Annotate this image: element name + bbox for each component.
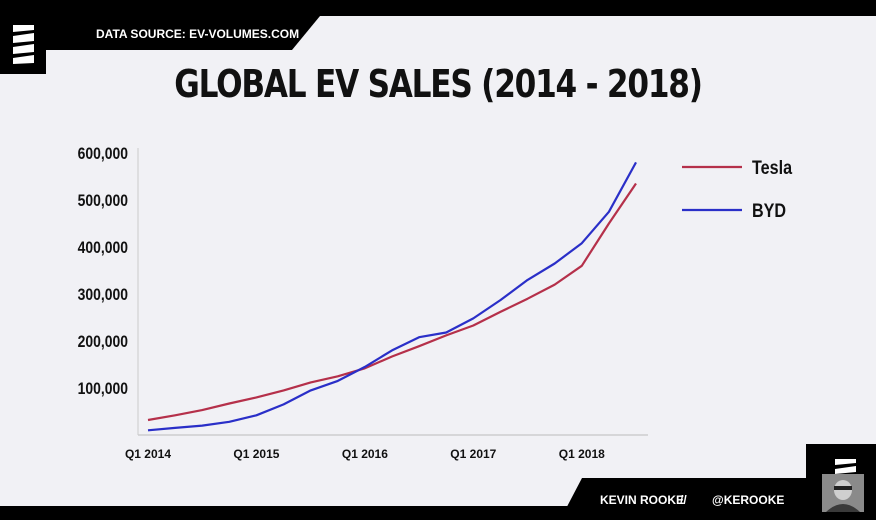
avatar — [822, 474, 864, 512]
logo-icon — [0, 16, 46, 74]
y-tick-label: 100,000 — [78, 380, 128, 399]
x-tick-label: Q1 2016 — [342, 447, 388, 461]
series-line-tesla — [147, 182, 637, 422]
y-tick-label: 300,000 — [78, 286, 128, 305]
y-tick-label: 500,000 — [78, 192, 128, 211]
chart-area: 100,000 200,000 300,000 400,000 500,000 600,0… — [78, 145, 793, 461]
legend-label-byd: BYD — [752, 200, 786, 222]
x-tick-label: Q1 2014 — [125, 447, 171, 461]
x-tick-label: Q1 2017 — [450, 447, 496, 461]
footer-separator: // — [680, 493, 687, 507]
legend-label-tesla: Tesla — [752, 157, 792, 179]
footer-logo-icon — [835, 459, 856, 474]
y-tick-label: 400,000 — [78, 239, 128, 258]
author-name: KEVIN ROOKE — [600, 493, 684, 507]
x-tick-label: Q1 2015 — [233, 447, 279, 461]
header-bar — [0, 16, 320, 50]
footer-bar — [560, 444, 876, 520]
author-handle: @KEROOKE — [712, 493, 784, 507]
chart-title: GLOBAL EV SALES (2014 - 2018) — [174, 62, 703, 106]
y-tick-label: 200,000 — [78, 333, 128, 352]
x-tick-label: Q1 2018 — [559, 447, 605, 461]
series-line-byd — [147, 161, 637, 432]
y-tick-label: 600,000 — [78, 145, 128, 164]
data-source-label: DATA SOURCE: EV-VOLUMES.COM — [96, 27, 299, 41]
slide-background — [0, 16, 876, 506]
